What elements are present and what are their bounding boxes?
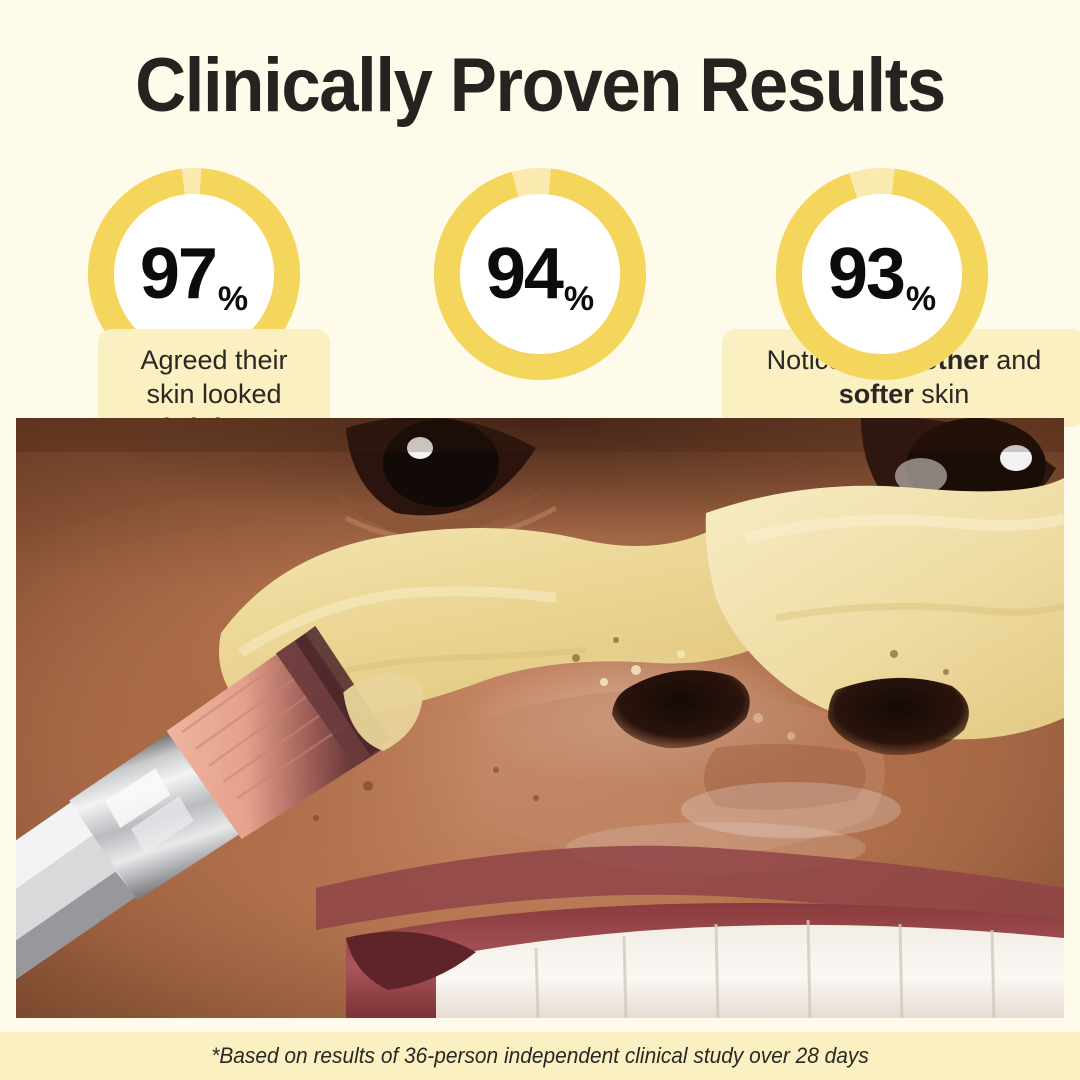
caption-line-1a: Agreed their [140, 345, 288, 375]
nostril-right [828, 677, 969, 755]
caption-line-1b: skin looked [146, 379, 282, 409]
caption-line-2b: and [988, 345, 1042, 375]
donut-chart-icon [776, 168, 988, 380]
footer-band [0, 1032, 1080, 1080]
stat-card-2: 94 % Noticed smoother and softer skin [370, 168, 1080, 458]
donut-chart-icon [88, 168, 300, 380]
donut-chart-icon [434, 168, 646, 380]
makeup-brush [16, 625, 423, 1016]
left-eye [336, 418, 558, 544]
stats-row: 97 % Agreed their skin looked brighter 9… [0, 168, 1080, 461]
caption-line-2c: skin [913, 379, 970, 409]
mouth [346, 902, 1064, 1018]
progress-ring-3: 93 % [776, 168, 988, 380]
hero-photo [16, 418, 1064, 1018]
stat-card-1: 97 % Agreed their skin looked brighter [24, 168, 364, 461]
progress-ring-2: 94 % [434, 168, 646, 380]
caption-bold-2b: softer [838, 379, 914, 409]
footnote: *Based on results of 36-person independe… [211, 1043, 869, 1068]
upper-lip [316, 845, 1064, 938]
face-with-clay-mask-image [16, 418, 1064, 1018]
nostril-left [612, 670, 750, 749]
page-title: Clinically Proven Results [135, 43, 946, 128]
teeth [436, 924, 1064, 1018]
stat-card-3: 93 % Noticed a reduction in dark spots [712, 168, 1052, 458]
